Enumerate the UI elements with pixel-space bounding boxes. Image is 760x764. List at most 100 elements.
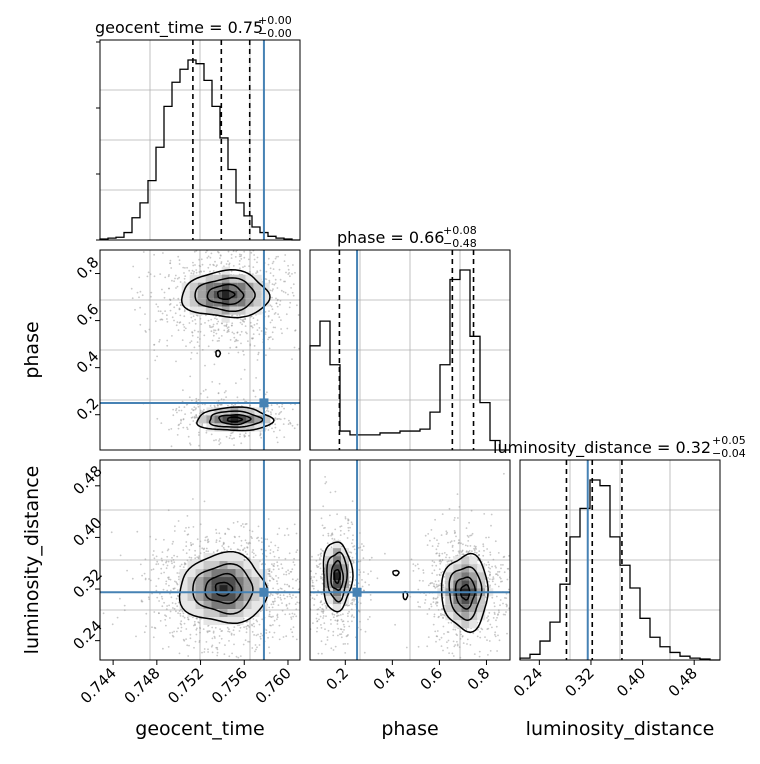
- sample-point: [188, 236, 190, 238]
- right-mode-density-cell: [453, 580, 462, 589]
- sample-point: [179, 615, 182, 617]
- sample-point: [334, 490, 337, 493]
- sample-point: [158, 612, 160, 615]
- main-mode-density-cell: [179, 601, 188, 610]
- sample-point: [475, 552, 478, 554]
- sample-point: [251, 337, 254, 340]
- sample-point: [257, 351, 260, 354]
- main-mode-density-cell: [219, 601, 228, 610]
- sample-point: [224, 644, 226, 647]
- sample-point: [283, 573, 285, 576]
- sample-point: [198, 621, 201, 624]
- sample-point: [141, 294, 144, 297]
- sample-point: [346, 604, 349, 607]
- sample-point: [259, 635, 262, 638]
- sample-point: [350, 521, 353, 524]
- sample-point: [494, 635, 497, 638]
- sample-point: [330, 623, 332, 625]
- sample-point: [437, 609, 440, 611]
- sample-point: [306, 298, 308, 300]
- sample-point: [250, 325, 253, 328]
- sample-point: [352, 561, 355, 564]
- sample-point: [230, 548, 232, 551]
- main-mode-density-cell: [251, 577, 260, 586]
- sample-point: [160, 567, 163, 570]
- sample-point: [244, 325, 247, 327]
- sample-point: [188, 644, 190, 647]
- sample-point: [157, 305, 159, 308]
- sample-point: [145, 612, 148, 615]
- sample-point: [351, 542, 353, 545]
- sample-point: [183, 244, 185, 246]
- sample-point: [433, 583, 435, 585]
- ytick-label-phase: 0.6: [73, 300, 103, 330]
- sample-point: [458, 506, 461, 508]
- main-mode-density-cell: [219, 585, 228, 594]
- sample-point: [173, 306, 176, 309]
- sample-point: [269, 289, 272, 292]
- sample-point: [442, 661, 444, 663]
- sample-point: [280, 598, 282, 601]
- sample-point: [305, 279, 307, 281]
- sample-point: [434, 587, 437, 589]
- sample-point: [281, 609, 284, 612]
- sample-point: [238, 630, 241, 632]
- sample-point: [488, 612, 491, 614]
- sample-point: [442, 617, 444, 619]
- sample-point: [272, 564, 275, 567]
- sample-point: [454, 644, 457, 646]
- upper-mode-contour-0: [180, 269, 271, 319]
- sample-point: [196, 538, 199, 541]
- sample-point: [161, 605, 164, 608]
- right-mode-density-cell: [477, 596, 486, 605]
- sample-point: [253, 345, 256, 347]
- sample-point: [152, 636, 155, 639]
- sample-point: [233, 535, 236, 538]
- sample-point: [212, 334, 215, 337]
- sample-point: [452, 549, 454, 552]
- upper-mode-density-cell: [253, 290, 262, 299]
- sample-point: [205, 550, 208, 552]
- sample-point: [240, 258, 243, 260]
- sample-point: [264, 331, 267, 334]
- sample-point: [207, 541, 209, 544]
- sample-point: [178, 276, 181, 279]
- sample-point: [188, 322, 191, 324]
- sample-point: [237, 661, 239, 663]
- sample-point: [212, 270, 215, 272]
- sample-point: [218, 540, 221, 543]
- sample-point: [177, 627, 180, 630]
- sample-point: [294, 403, 296, 406]
- sample-point: [320, 600, 323, 602]
- sample-point: [314, 607, 316, 609]
- sample-point: [491, 596, 494, 599]
- sample-point: [239, 334, 242, 336]
- sample-point: [243, 256, 246, 259]
- sample-point: [227, 326, 230, 328]
- lower-mode-contour-2: [218, 414, 252, 426]
- sample-point: [272, 624, 274, 626]
- sample-point: [288, 585, 291, 588]
- sample-point: [236, 520, 239, 523]
- sample-point: [496, 616, 498, 619]
- sample-point: [193, 646, 195, 649]
- sample-point: [318, 413, 320, 415]
- sample-point: [160, 595, 163, 598]
- sample-point: [170, 428, 173, 430]
- sample-point: [172, 635, 175, 638]
- sample-point: [482, 543, 485, 546]
- sample-point: [236, 339, 239, 342]
- sample-point: [336, 623, 339, 625]
- sample-point: [405, 646, 408, 649]
- sample-point: [196, 627, 198, 630]
- sample-point: [102, 612, 105, 615]
- main-mode-density-cell: [187, 577, 196, 586]
- sample-point: [206, 535, 208, 538]
- sample-point: [487, 566, 490, 569]
- sample-point: [348, 625, 351, 628]
- left-mode-density-cell: [325, 572, 334, 581]
- sample-point: [194, 318, 197, 321]
- sample-point: [209, 238, 211, 240]
- sample-point: [442, 584, 445, 587]
- sample-point: [236, 314, 239, 317]
